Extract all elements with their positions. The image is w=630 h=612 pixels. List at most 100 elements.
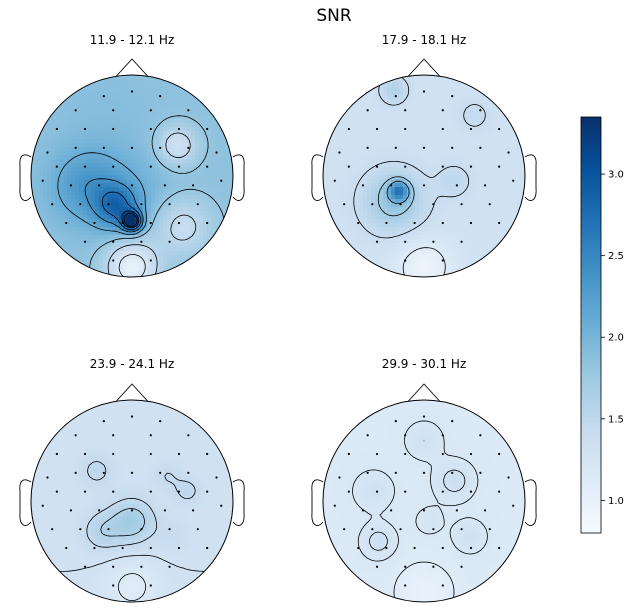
sensor-dot [469,490,473,493]
sensor-dot [338,476,341,479]
sensor-dot [422,146,426,149]
right-ear-outline [232,154,245,201]
sensor-dot [191,184,195,187]
sensor-dot [149,434,152,437]
sensor-dot [343,528,346,531]
sensor-dot [404,240,407,243]
figure-title: SNR [316,6,352,26]
contour-line [121,210,139,229]
sensor-dot [102,95,105,98]
sensor-dot [83,127,87,131]
sensor-dot [140,528,143,531]
sensor-dot [140,240,143,243]
topomap-panels: 11.9 - 12.1 Hz 17.9 - 18.1 Hz 23.9 - 24.1 … [19,33,537,603]
sensor-dot [187,146,190,149]
sensor-dot [206,452,209,456]
topomap-panel: 17.9 - 18.1 Hz [311,33,537,278]
sensor-dot [215,151,218,154]
sensor-dot [375,452,379,456]
sensor-dot [177,127,181,131]
sensor-dot [74,434,77,437]
sensor-dot [375,127,379,131]
sensor-dot [441,546,444,550]
sensor-dot [107,528,110,531]
sensor-dot [347,165,350,168]
sensor-dot [371,528,374,531]
sensor-dot [404,165,407,168]
sensor-dot [343,203,346,206]
sensor-dot [112,240,115,243]
colorbar-ticks: 1.0 1.5 2.0 2.5 3.0 [601,170,624,507]
contour-line [393,561,455,602]
sensor-dot [404,452,407,456]
sensor-dot [404,127,407,131]
sensor-dot [441,165,444,168]
sensor-dot [375,565,379,568]
sensor-dot [479,109,482,112]
sensor-dot [469,221,473,225]
sensor-dot [479,434,482,437]
sensor-dot [93,546,96,550]
left-ear-outline [311,479,324,526]
sensor-dot [361,184,365,187]
right-ear-outline [524,154,537,201]
topomap-panel: 11.9 - 12.1 Hz [19,33,245,278]
sensor-dot [347,452,350,456]
sensor-dot [357,221,360,225]
sensor-dot [51,203,54,206]
sensor-dot [422,90,426,93]
sensor-dot [366,146,369,149]
contour-line [107,132,197,277]
sensor-dot [41,504,44,507]
sensor-dot [112,434,115,437]
sensor-dot [140,203,143,206]
sensor-dot [41,179,44,182]
contour-line [84,178,144,233]
sensor-dot [394,420,397,423]
sensor-dot [102,471,105,474]
sensor-markers [333,415,515,587]
sensor-markers [333,90,515,262]
sensor-dot [206,490,209,493]
sensor-dot [385,546,388,550]
sensor-dot [98,509,101,512]
contour-line [86,461,196,548]
sensor-dot [385,221,388,225]
sensor-dot [149,259,152,262]
nose-outline [407,383,441,402]
sensor-dot [130,415,134,418]
sensor-dot [149,546,152,550]
sensor-dot [390,184,393,187]
sensor-dot [55,165,58,168]
sensor-dot [112,259,115,262]
sensor-dot [168,240,171,243]
sensor-dot [441,221,444,225]
sensor-dot [451,95,454,98]
sensor-dot [46,151,49,154]
sensor-dot [375,165,379,168]
panel-title: 17.9 - 18.1 Hz [382,33,467,47]
sensor-dot [404,565,407,568]
sensor-dot [498,546,501,550]
sensor-dot [422,415,426,418]
sensor-dot [404,109,407,112]
sensor-dot [498,127,501,131]
sensor-dot [432,240,435,243]
sensor-dot [399,528,402,531]
sensor-dot [168,565,171,568]
sensor-dot [149,221,152,225]
sensor-dot [338,151,341,154]
colorbar-tick-label: 1.0 [608,496,624,507]
contour-lines [352,420,488,602]
snr-heatmap [31,75,233,277]
sensor-dot [460,203,463,206]
sensor-dot [507,476,510,479]
head-outline [322,74,526,278]
sensor-dot [55,127,58,131]
sensor-dot [498,452,501,456]
sensor-dot [130,146,134,149]
sensor-dot [441,490,444,493]
sensor-dot [177,221,181,225]
right-ear-outline [524,479,537,526]
